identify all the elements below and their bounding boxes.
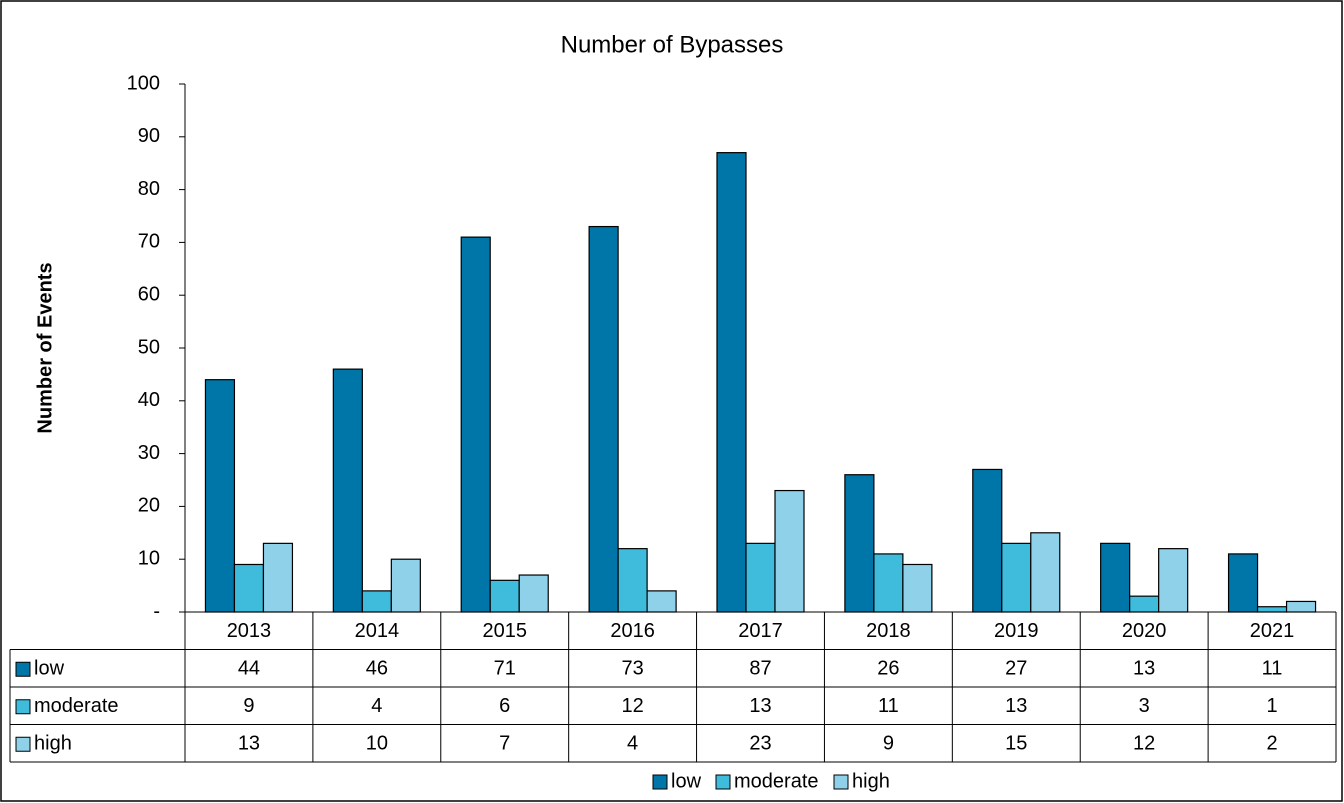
bar	[204, 379, 236, 613]
bar	[1285, 600, 1317, 613]
y-tick-label: 40	[138, 389, 160, 411]
legend-swatch	[15, 661, 31, 677]
table-cell: 9	[883, 733, 894, 755]
bar	[1001, 542, 1032, 613]
legend-swatch	[652, 774, 668, 790]
table-cell: 23	[749, 733, 771, 755]
y-tick-label: 100	[127, 72, 160, 94]
y-tick-label: 70	[138, 231, 160, 253]
bar	[1100, 542, 1131, 613]
table-cell: 13	[1005, 695, 1027, 717]
legend-swatch	[833, 774, 849, 790]
legend-label: high	[852, 770, 890, 792]
x-tick-label: 2018	[866, 620, 911, 642]
table-cell: 15	[1005, 733, 1027, 755]
y-tick-label: 20	[138, 495, 160, 517]
x-tick-label: 2020	[1122, 620, 1167, 642]
table-row-label: high	[34, 733, 72, 755]
bar	[646, 590, 677, 613]
bar	[716, 152, 747, 613]
table-cell: 2	[1266, 733, 1277, 755]
bar	[588, 225, 619, 613]
table-cell: 13	[1133, 658, 1155, 680]
bar	[1030, 532, 1061, 613]
x-tick-label: 2021	[1250, 620, 1295, 642]
bar	[390, 558, 421, 613]
table-cell: 27	[1005, 658, 1027, 680]
bar	[233, 563, 265, 613]
table-cell: 13	[749, 695, 771, 717]
chart-title: Number of Bypasses	[561, 31, 784, 58]
bar	[489, 579, 520, 613]
bar	[1227, 553, 1259, 613]
table-cell: 12	[1133, 733, 1155, 755]
table-cell: 11	[878, 695, 899, 717]
x-tick-label: 2017	[738, 620, 783, 642]
bar	[617, 548, 648, 613]
legend-label: moderate	[734, 770, 819, 792]
bar	[1256, 606, 1288, 613]
y-tick-label: 10	[138, 547, 160, 569]
table-cell: 46	[366, 658, 388, 680]
table-cell: 10	[366, 733, 388, 755]
table-cell: 73	[621, 658, 643, 680]
bar	[774, 489, 805, 613]
table-row-label: moderate	[34, 695, 119, 717]
bar	[972, 468, 1003, 613]
table-cell: 3	[1139, 695, 1150, 717]
x-tick-label: 2015	[482, 620, 527, 642]
y-tick-label: 50	[138, 336, 160, 358]
table-cell: 87	[749, 658, 771, 680]
y-tick-label: 60	[138, 283, 160, 305]
y-axis-label: Number of Events	[34, 262, 56, 433]
x-tick-label: 2019	[994, 620, 1039, 642]
table-cell: 4	[627, 733, 638, 755]
x-tick-label: 2013	[227, 620, 272, 642]
bar	[873, 553, 904, 613]
y-tick-label: 90	[138, 125, 160, 147]
table-cell: 26	[877, 658, 899, 680]
table-cell: 12	[621, 695, 643, 717]
x-tick-label: 2016	[610, 620, 655, 642]
bar	[361, 590, 392, 613]
bar	[1129, 595, 1160, 613]
table-cell: 1	[1266, 695, 1277, 717]
legend-swatch	[15, 699, 31, 715]
bar	[902, 563, 933, 613]
table-cell: 13	[238, 733, 260, 755]
y-tick-label: -	[153, 600, 160, 622]
bar	[745, 542, 776, 613]
legend-swatch	[15, 736, 31, 752]
bar	[262, 542, 294, 613]
bar	[844, 474, 875, 613]
bar	[332, 368, 363, 613]
x-tick-label: 2014	[355, 620, 400, 642]
y-tick-label: 30	[138, 442, 160, 464]
table-cell: 11	[1262, 658, 1283, 680]
table-row-label: low	[34, 658, 65, 680]
table-cell: 44	[238, 658, 260, 680]
legend-label: low	[671, 770, 702, 792]
table-cell: 7	[499, 733, 510, 755]
table-cell: 9	[243, 695, 254, 717]
table-cell: 71	[494, 658, 516, 680]
bar	[1158, 548, 1189, 613]
y-tick-label: 80	[138, 178, 160, 200]
bar	[518, 574, 549, 613]
legend-swatch	[715, 774, 731, 790]
table-cell: 6	[499, 695, 510, 717]
bar	[460, 236, 491, 613]
table-cell: 4	[371, 695, 382, 717]
